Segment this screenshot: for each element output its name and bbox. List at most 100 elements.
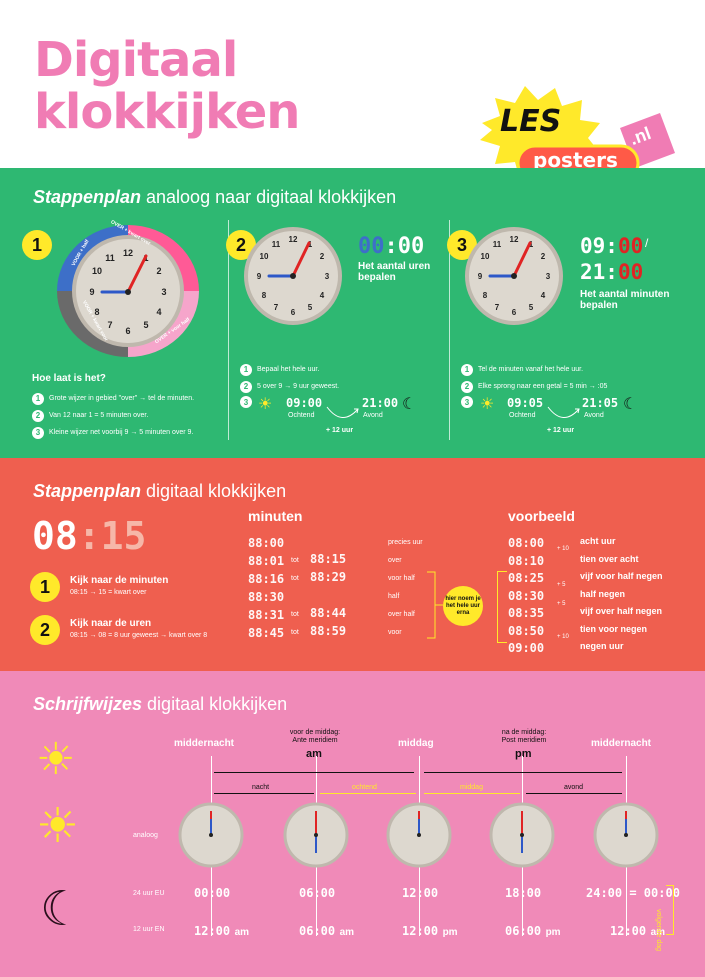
list-item: 2 Van 12 naar 1 = 5 minuten over. — [32, 407, 222, 424]
morning-label: Ochtend — [288, 412, 315, 419]
header: Digitaal klokkijken LES posters .nl — [0, 0, 705, 183]
step1-question: Hoe laat is het? — [32, 373, 106, 384]
table-row: 88:31 tot 88:44 over half — [248, 606, 415, 622]
list-item: 08:50 tien voor negen — [508, 623, 648, 638]
svg-text:9: 9 — [257, 272, 262, 281]
slash: / — [645, 236, 649, 250]
svg-text:8: 8 — [94, 307, 99, 317]
svg-text:1: 1 — [529, 240, 534, 249]
evening-label: Avond — [584, 412, 604, 419]
list-item: 2 Elke sprong naar een getal = 5 min → :0… — [461, 378, 607, 395]
step3-display1: 09:00 — [580, 234, 644, 258]
step1-list: 1 Grote wijzer in gebied "over" → tel de … — [32, 390, 222, 441]
pm-arrow — [424, 772, 622, 773]
list-item: 08:35 vijf over half negen — [508, 606, 663, 620]
eu-time: 06:00 — [299, 886, 336, 900]
section-analoog-digitaal: Stappenplan analoog naar digitaal klokki… — [0, 168, 705, 458]
section-digitaal: Stappenplan digitaal klokkijken 08:15 1 … — [0, 458, 705, 671]
svg-text:10: 10 — [92, 266, 102, 276]
section3-title: Schrijfwijzes digitaal klokkijken — [33, 694, 288, 714]
step-title: Kijk naar de uren — [70, 618, 152, 629]
step2-caption: Het aantal uren bepalen — [358, 261, 431, 283]
moon-icon: ☾ — [402, 396, 417, 413]
am-arrow — [214, 772, 414, 773]
en-time: 06:00 pm — [505, 924, 561, 938]
step-sub: 08:15 → 08 = 8 uur geweest → kwart over … — [70, 632, 208, 639]
en-time: 12:00 am — [194, 924, 250, 938]
bracket — [427, 571, 443, 639]
table-row: 88:45 tot 88:59 voor — [248, 624, 402, 640]
minutes-header: minuten — [248, 508, 303, 524]
step2-sub3: 3 — [240, 396, 252, 408]
svg-text:7: 7 — [274, 303, 279, 312]
sunrise-icon: ☀ — [36, 735, 76, 784]
bracket — [666, 885, 674, 935]
eu-time: 18:00 — [505, 886, 542, 900]
svg-text:6: 6 — [125, 326, 130, 336]
step3-sub3: 3 — [461, 396, 473, 408]
example-header: voorbeeld — [508, 508, 575, 524]
svg-text:3: 3 — [161, 287, 166, 297]
svg-text:12: 12 — [289, 235, 298, 244]
clock-six-am — [283, 802, 349, 868]
clock-midnight-2 — [593, 802, 659, 868]
example-list: 08:00 acht uur 08:10 tien over acht 08:25 v… — [508, 534, 663, 657]
step-title: Kijk naar de minuten — [70, 575, 169, 586]
svg-text:7: 7 — [495, 303, 500, 312]
moon-icon: ☾ — [40, 883, 84, 936]
am-label: am — [306, 748, 322, 760]
svg-text:7: 7 — [107, 320, 112, 330]
step-number: 2 — [30, 615, 60, 645]
moon-icon: ☾ — [623, 396, 638, 413]
sun-icon: ☀ — [480, 396, 495, 413]
section-schrijfwijzes: Schrijfwijzes digitaal klokkijken midder… — [0, 671, 705, 977]
am-subtitle: voor de middag: Ante meridiem — [289, 729, 341, 744]
list-item: 3 Kleine wijzer net voorbij 9 → 5 minuten… — [32, 424, 222, 441]
morning-time: 09:00 — [286, 396, 323, 410]
table-row: 88:01 tot 88:15 over — [248, 552, 402, 568]
clock-noon — [386, 802, 452, 868]
table-row: 88:30 half — [248, 590, 400, 604]
table-row: 88:16 tot 88:29 voor half — [248, 570, 415, 586]
morning-time: 09:05 — [507, 396, 544, 410]
step-delta: + 10 — [557, 634, 569, 640]
label-middernacht: middernacht — [174, 738, 235, 749]
svg-text:11: 11 — [105, 253, 115, 263]
step3-display2: 21:00 — [580, 260, 644, 284]
period-label: nacht — [252, 784, 270, 791]
bracket — [497, 571, 507, 643]
next-day-label: volgende dag — [655, 909, 662, 952]
en-time: 12:00 am — [610, 924, 666, 938]
step-delta: + 10 — [557, 546, 569, 552]
sun-icon: ☀ — [258, 396, 273, 413]
row-label: 12 uur EN — [133, 926, 165, 933]
list-item: 08:30 half negen — [508, 588, 626, 603]
svg-text:12: 12 — [510, 235, 519, 244]
svg-text:11: 11 — [272, 240, 281, 249]
svg-text:2: 2 — [320, 252, 325, 261]
row-label: analoog — [133, 832, 158, 839]
logo-les-text: LES — [500, 104, 562, 139]
svg-text:9: 9 — [89, 287, 94, 297]
svg-text:11: 11 — [493, 240, 502, 249]
svg-text:4: 4 — [541, 291, 546, 300]
clock-midnight — [178, 802, 244, 868]
period-label: ochtend — [352, 784, 377, 791]
svg-text:12: 12 — [123, 248, 133, 258]
step2-display: 00:00 — [358, 234, 425, 259]
plus-12: + 12 uur — [547, 427, 575, 434]
step-sub: 08:15 → 15 = kwart over — [70, 589, 147, 596]
table-row: 88:00 precies uur — [248, 536, 423, 550]
evening-time: 21:00 — [362, 396, 399, 410]
section1-title: Stappenplan analoog naar digitaal klokki… — [33, 187, 397, 207]
svg-text:1: 1 — [308, 240, 313, 249]
svg-text:8: 8 — [262, 291, 267, 300]
plus-12: + 12 uur — [326, 427, 354, 434]
divider — [449, 220, 450, 440]
section2-title: Stappenplan digitaal klokkijken — [33, 481, 287, 501]
list-item: 08:25 vijf voor half negen — [508, 571, 663, 585]
